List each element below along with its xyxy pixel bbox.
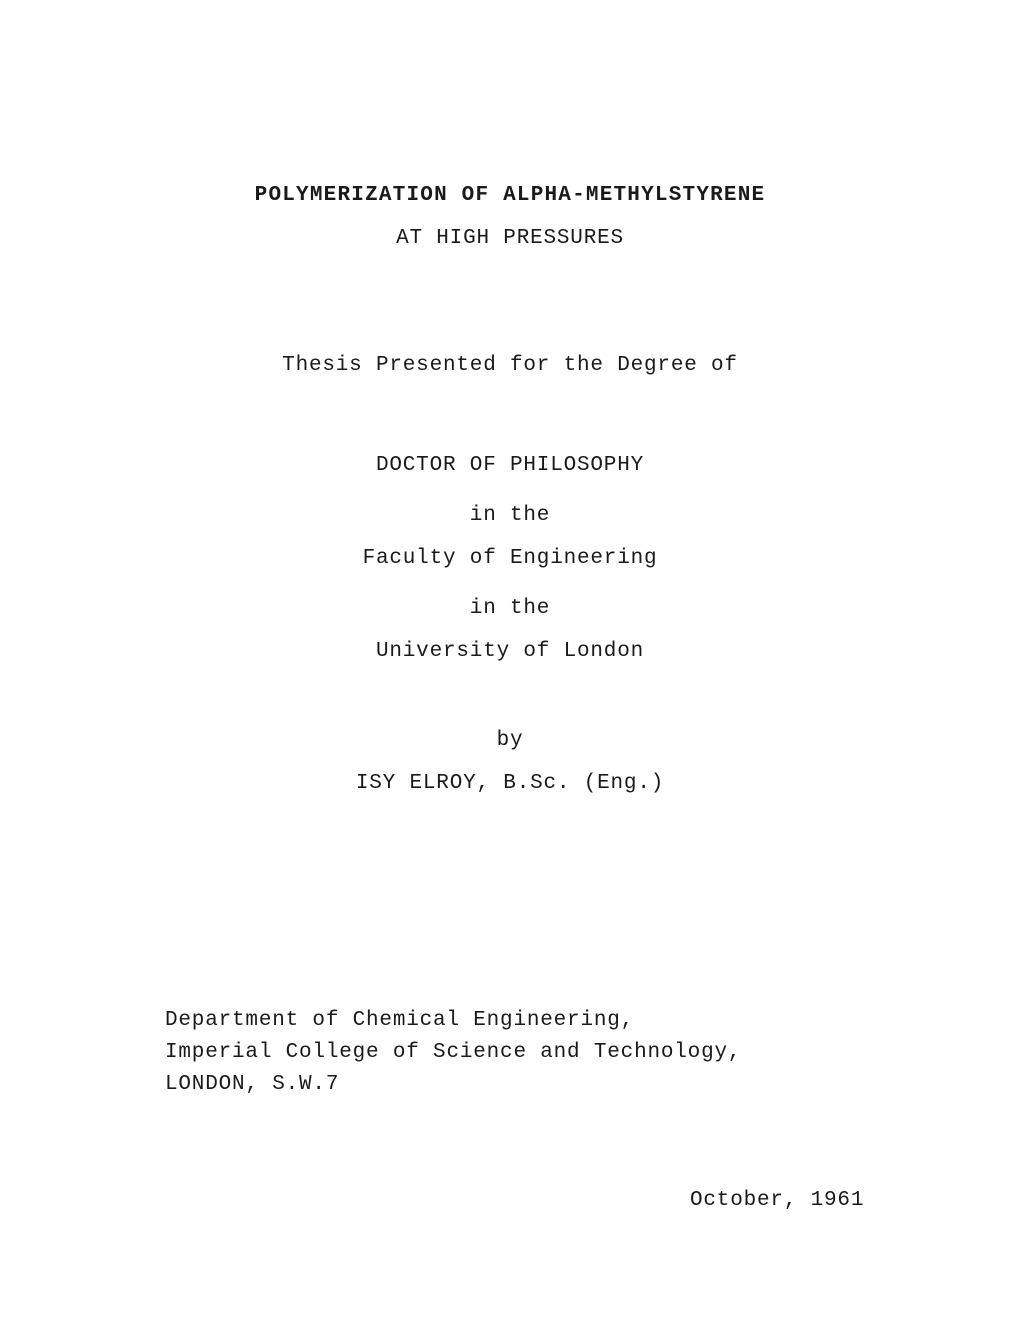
in-the-2: in the — [470, 598, 550, 619]
department-line2: Imperial College of Science and Technolo… — [165, 1042, 741, 1063]
submission-date: October, 1961 — [690, 1190, 864, 1211]
university: University of London — [376, 641, 644, 662]
department-line1: Department of Chemical Engineering, — [165, 1010, 634, 1031]
faculty: Faculty of Engineering — [363, 548, 658, 569]
department-line3: LONDON, S.W.7 — [165, 1074, 339, 1095]
author-name: ISY ELROY, B.Sc. (Eng.) — [356, 773, 664, 794]
by-label: by — [497, 730, 524, 751]
thesis-title-line2: AT HIGH PRESSURES — [396, 228, 624, 249]
in-the-1: in the — [470, 505, 550, 526]
thesis-title-line1: POLYMERIZATION OF ALPHA-METHYLSTYRENE — [255, 185, 766, 206]
title-page: POLYMERIZATION OF ALPHA-METHYLSTYRENE AT… — [0, 0, 1020, 1319]
degree-name: DOCTOR OF PHILOSOPHY — [376, 455, 644, 476]
presented-for: Thesis Presented for the Degree of — [282, 355, 738, 376]
